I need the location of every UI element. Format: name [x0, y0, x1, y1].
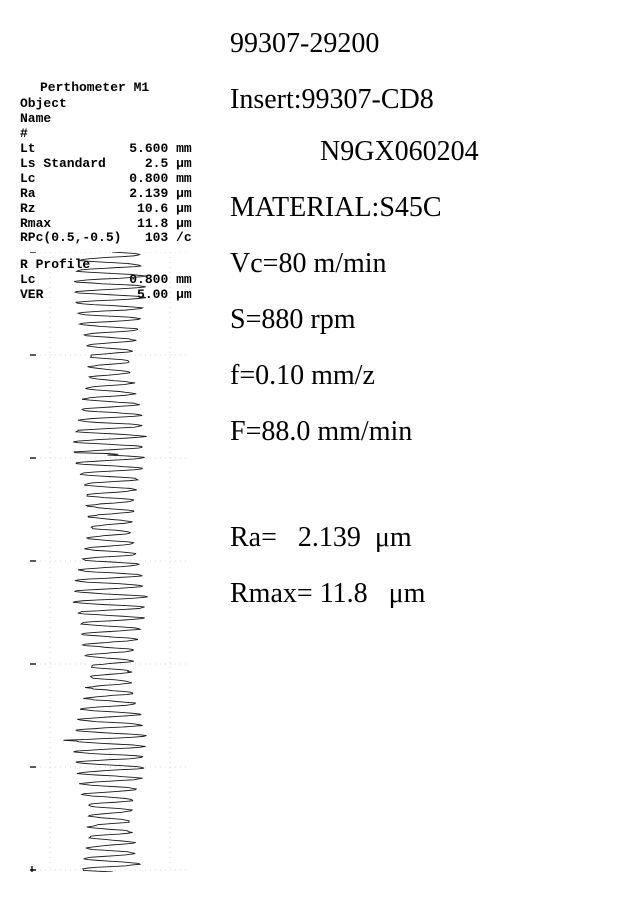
- instrument-title: Perthometer M1: [40, 80, 220, 95]
- hash-label: #: [20, 127, 220, 142]
- rmax-result: Rmax= 11.8 μm: [230, 580, 630, 608]
- param-ls: Ls Standard 2.5 µm: [20, 157, 220, 172]
- name-label: Name: [20, 112, 220, 127]
- vc-line: Vc=80 m/min: [230, 250, 630, 278]
- report-text: 99307-29200 Insert:99307-CD8 N9GX060204 …: [230, 30, 630, 608]
- param-lc: Lc 0.800 mm: [20, 172, 220, 187]
- f-line: f=0.10 mm/z: [230, 362, 630, 390]
- param-rz: Rz 10.6 µm: [20, 202, 220, 217]
- param-ra: Ra 2.139 µm: [20, 187, 220, 202]
- material-line: MATERIAL:S45C: [230, 194, 630, 222]
- roughness-profile-chart: [30, 252, 190, 872]
- param-lt: Lt 5.600 mm: [20, 142, 220, 157]
- s-line: S=880 rpm: [230, 306, 630, 334]
- ra-result: Ra= 2.139 μm: [230, 524, 630, 552]
- insert-line: Insert:99307-CD8: [230, 86, 630, 114]
- code-line: N9GX060204: [320, 138, 630, 166]
- feed-line: F=88.0 mm/min: [230, 418, 630, 446]
- param-rpc: RPc(0.5,-0.5) 103 /c: [20, 231, 220, 246]
- part-number: 99307-29200: [230, 30, 630, 58]
- param-rmax: Rmax 11.8 µm: [20, 217, 220, 232]
- object-label: Object: [20, 97, 220, 112]
